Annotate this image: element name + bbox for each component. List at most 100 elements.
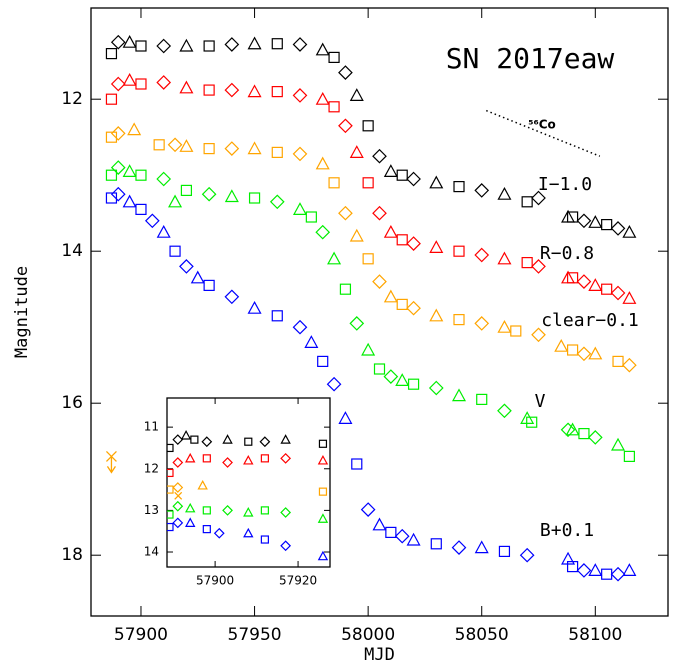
data-point [429,240,444,253]
data-point [601,283,613,295]
data-point [135,40,147,52]
x-tick-label: 57950 [228,625,282,645]
data-point [224,189,239,203]
data-point [110,186,126,202]
data-point [451,540,467,555]
data-point [576,346,592,362]
data-point [156,75,172,90]
data-point [566,344,579,356]
data-point [328,177,340,189]
data-point [497,251,512,265]
data-point [172,517,184,529]
data-point [622,357,637,373]
data-point [224,37,240,52]
data-point [362,253,374,265]
data-point [396,234,408,246]
data-point [351,458,363,470]
data-point [271,310,283,322]
data-point [430,538,442,550]
data-point [498,545,511,558]
data-layer [167,430,329,561]
data-point [260,454,269,463]
data-point [244,437,253,446]
data-point [271,38,283,50]
upper-limit [105,450,117,474]
data-point [105,47,118,60]
data-point [474,247,490,263]
data-point [610,221,626,236]
data-point [451,388,467,402]
data-point [453,314,465,326]
data-point [122,34,137,48]
data-point [429,308,444,322]
data-point [361,342,376,356]
data-point [315,156,330,170]
data-point [521,196,533,208]
data-point [305,211,317,223]
x-tick-label: 58050 [455,625,509,645]
data-point [260,535,269,544]
data-point [169,245,181,257]
data-point [203,40,215,52]
data-point [202,454,211,463]
y-tick-label: 14 [61,241,83,261]
y-tick-label: 13 [144,503,159,517]
x-tick-label: 57900 [196,574,234,588]
series-label: I−1.0 [538,174,592,195]
data-point [531,327,546,343]
data-point [271,85,283,98]
data-point [372,205,387,221]
limit-arrow [106,456,116,474]
series-label: clear−0.1 [541,310,639,331]
data-point [260,506,269,515]
series-label: B+0.1 [540,520,594,541]
data-point [122,194,137,208]
data-point [453,245,465,257]
data-point [243,527,254,538]
data-point [373,363,386,375]
data-point [269,194,285,210]
data-point [360,502,376,517]
data-point [576,563,592,578]
data-point [271,146,283,158]
data-point [185,517,196,527]
data-point [167,137,183,153]
data-point [203,143,215,155]
data-point [185,452,196,463]
data-point [167,443,174,453]
data-point [153,139,165,151]
data-point [396,169,408,181]
data-point [383,164,398,177]
data-point [180,430,192,440]
data-point [222,504,233,516]
data-point [406,171,421,187]
x-tick-label: 58000 [341,625,395,645]
data-point [338,205,353,221]
data-point [318,439,328,448]
data-point [317,513,329,523]
data-point [587,430,603,445]
data-point [224,141,240,156]
data-point [349,228,364,242]
data-point [497,186,512,200]
data-point [135,169,147,181]
data-point [429,175,444,189]
data-point [406,532,421,546]
annotation: SN 2017eaw [446,42,615,75]
data-point [338,411,353,424]
data-point [179,38,194,52]
data-point [105,169,118,181]
data-point [622,224,637,238]
data-point [578,428,590,440]
data-point [203,279,215,291]
data-point [222,457,233,468]
data-point [610,566,626,582]
data-point [406,236,421,251]
data-point [172,457,184,468]
data-point [565,422,580,436]
data-point [407,378,420,390]
data-layer [105,34,637,582]
data-point [247,36,262,50]
data-point [280,434,291,444]
